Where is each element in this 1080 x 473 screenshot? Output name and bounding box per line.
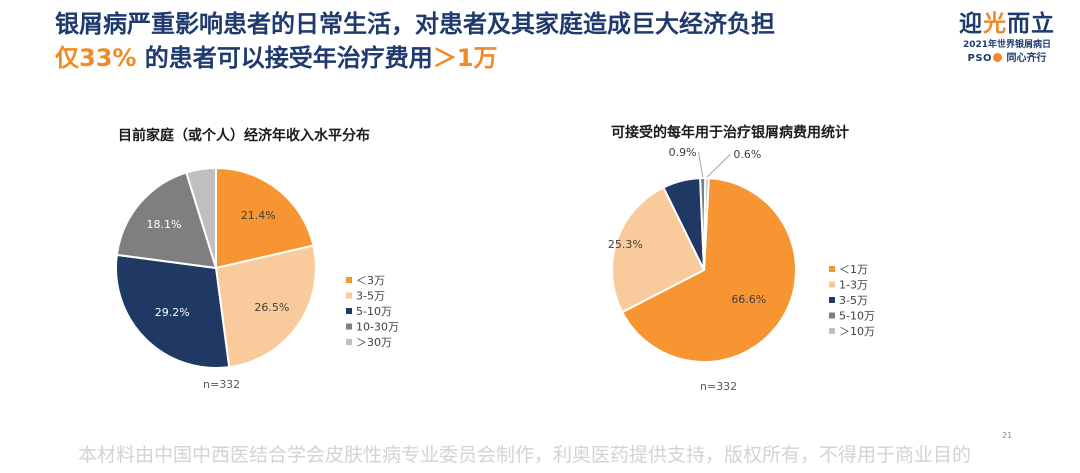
chart-1-sample-size: n=332 bbox=[203, 378, 240, 391]
chart-2-data-label-2: 25.3% bbox=[608, 238, 643, 251]
headline-line-2: 仅33% 的患者可以接受年治疗费用＞1万 bbox=[55, 38, 498, 73]
chart-1-legend-swatch-2 bbox=[346, 292, 352, 299]
chart-2-legend-swatch-4 bbox=[829, 312, 835, 319]
chart-1-slice-3 bbox=[115, 253, 231, 369]
chart-1-slice-4 bbox=[115, 171, 218, 270]
logo-subtitle: 2021年世界银屑病日 bbox=[962, 40, 1052, 50]
chart-1-legend-label-3: 5-10万 bbox=[356, 305, 392, 318]
logo-wordmark: 迎光而立 bbox=[959, 11, 1055, 37]
chart-2-legend-swatch-3 bbox=[829, 297, 835, 303]
chart-1-data-label-3: 29.2% bbox=[155, 306, 190, 319]
chart-2-sample-size: n=332 bbox=[700, 380, 737, 393]
chart-1-data-label-4: 18.1% bbox=[147, 218, 182, 231]
footer-disclaimer: 本材料由中国中西医结合学会皮肤性病专业委员会制作，利奥医药提供支持，版权所有，不… bbox=[78, 444, 972, 466]
chart-1-slice-1 bbox=[215, 166, 315, 270]
chart-2-legend-label-5: ＞10万 bbox=[839, 325, 875, 338]
event-logo: 迎光而立 2021年世界银屑病日 PSO 同心齐行 bbox=[952, 10, 1062, 66]
headline-line-1: 银屑病严重影响患者的日常生活，对患者及其家庭造成巨大经济负担 bbox=[55, 10, 775, 38]
chart-2-legend-swatch-1 bbox=[829, 266, 835, 272]
logo-tagline-row: PSO 同心齐行 bbox=[952, 52, 1062, 66]
chart-1-legend-label-1: ＜3万 bbox=[356, 274, 385, 287]
logo-dot-icon bbox=[993, 53, 1003, 62]
chart-2-data-label-5: 0.6% bbox=[733, 148, 761, 161]
headline-tail: ＞1万 bbox=[432, 44, 498, 72]
chart-1-legend-swatch-5 bbox=[346, 339, 352, 345]
chart-2-data-label-1: 66.6% bbox=[731, 293, 766, 306]
chart-1-slice-5 bbox=[185, 166, 217, 269]
chart-2-slice-1 bbox=[620, 177, 797, 363]
chart-1-legend-swatch-1 bbox=[346, 277, 352, 283]
logo-pso: PSO bbox=[967, 53, 993, 64]
chart-1-title: 目前家庭（或个人）经济年收入水平分布 bbox=[118, 128, 370, 144]
chart-1-legend-label-4: 10-30万 bbox=[356, 321, 399, 334]
headline-mid: 的患者可以接受年治疗费用 bbox=[136, 44, 433, 72]
chart-2-leader-5 bbox=[706, 153, 731, 178]
chart-1-legend-label-5: ＞30万 bbox=[356, 336, 392, 349]
chart-1-data-label-2: 26.5% bbox=[254, 301, 289, 314]
page-number: 21 bbox=[1002, 431, 1013, 440]
chart-2-leader-4 bbox=[698, 151, 704, 178]
chart-2-slice-5 bbox=[703, 176, 710, 271]
chart-2-title: 可接受的每年用于治疗银屑病费用统计 bbox=[611, 125, 849, 141]
chart-2-legend-swatch-5 bbox=[829, 328, 835, 334]
chart-2-data-label-4: 0.9% bbox=[669, 146, 697, 159]
chart-2-legend-label-1: ＜1万 bbox=[839, 263, 868, 276]
chart-2-legend-swatch-2 bbox=[829, 281, 835, 288]
chart-1-legend-label-2: 3-5万 bbox=[356, 290, 385, 303]
chart-2-legend-label-2: 1-3万 bbox=[839, 279, 868, 292]
logo-tagline: 同心齐行 bbox=[1006, 53, 1047, 64]
chart-1-slice-2 bbox=[214, 244, 317, 369]
chart-1-data-label-1: 21.4% bbox=[241, 209, 276, 222]
chart-2-slice-2 bbox=[611, 186, 706, 314]
chart-1-legend-swatch-3 bbox=[346, 308, 352, 314]
chart-1-legend-swatch-4 bbox=[346, 323, 352, 330]
chart-2-legend-label-3: 3-5万 bbox=[839, 294, 868, 307]
headline-accent: 仅33% bbox=[55, 44, 137, 72]
chart-2-legend-label-4: 5-10万 bbox=[839, 310, 875, 323]
